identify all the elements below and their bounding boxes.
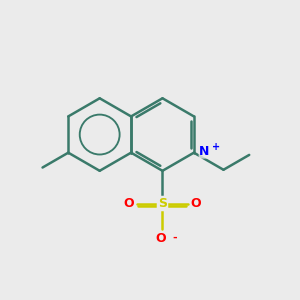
Text: S: S <box>158 197 167 210</box>
Text: O: O <box>124 197 134 210</box>
Text: N: N <box>199 145 210 158</box>
Text: O: O <box>156 232 166 245</box>
Text: -: - <box>172 232 177 242</box>
Text: O: O <box>191 197 201 210</box>
Text: +: + <box>212 142 220 152</box>
